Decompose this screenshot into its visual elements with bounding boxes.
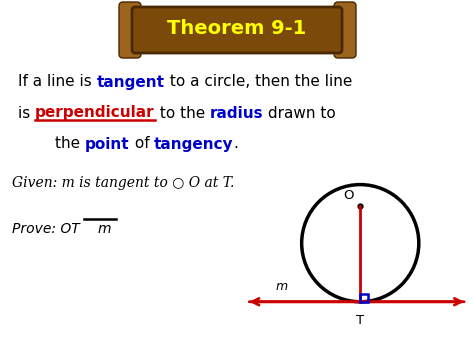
Text: m: m	[276, 280, 288, 293]
Text: Given: m is tangent to ○ O at T.: Given: m is tangent to ○ O at T.	[12, 176, 234, 190]
Text: drawn to: drawn to	[264, 105, 336, 120]
Text: tangent: tangent	[97, 75, 164, 89]
Text: point: point	[85, 137, 129, 152]
FancyBboxPatch shape	[334, 2, 356, 58]
Text: Prove: OT: Prove: OT	[12, 222, 80, 236]
Text: .: .	[234, 137, 238, 152]
Text: tangency: tangency	[154, 137, 234, 152]
Text: to a circle, then the line: to a circle, then the line	[164, 75, 352, 89]
Text: O: O	[343, 189, 354, 202]
Text: T: T	[356, 314, 365, 327]
Text: of: of	[129, 137, 154, 152]
Text: radius: radius	[210, 105, 264, 120]
Text: If a line is: If a line is	[18, 75, 97, 89]
Text: Theorem 9-1: Theorem 9-1	[167, 18, 307, 38]
Bar	[360, 294, 368, 302]
Text: perpendicular: perpendicular	[35, 105, 155, 120]
Text: to the: to the	[155, 105, 210, 120]
FancyBboxPatch shape	[132, 7, 342, 53]
FancyBboxPatch shape	[119, 2, 141, 58]
Text: m: m	[98, 222, 111, 236]
Text: the: the	[55, 137, 85, 152]
Text: is: is	[18, 105, 35, 120]
